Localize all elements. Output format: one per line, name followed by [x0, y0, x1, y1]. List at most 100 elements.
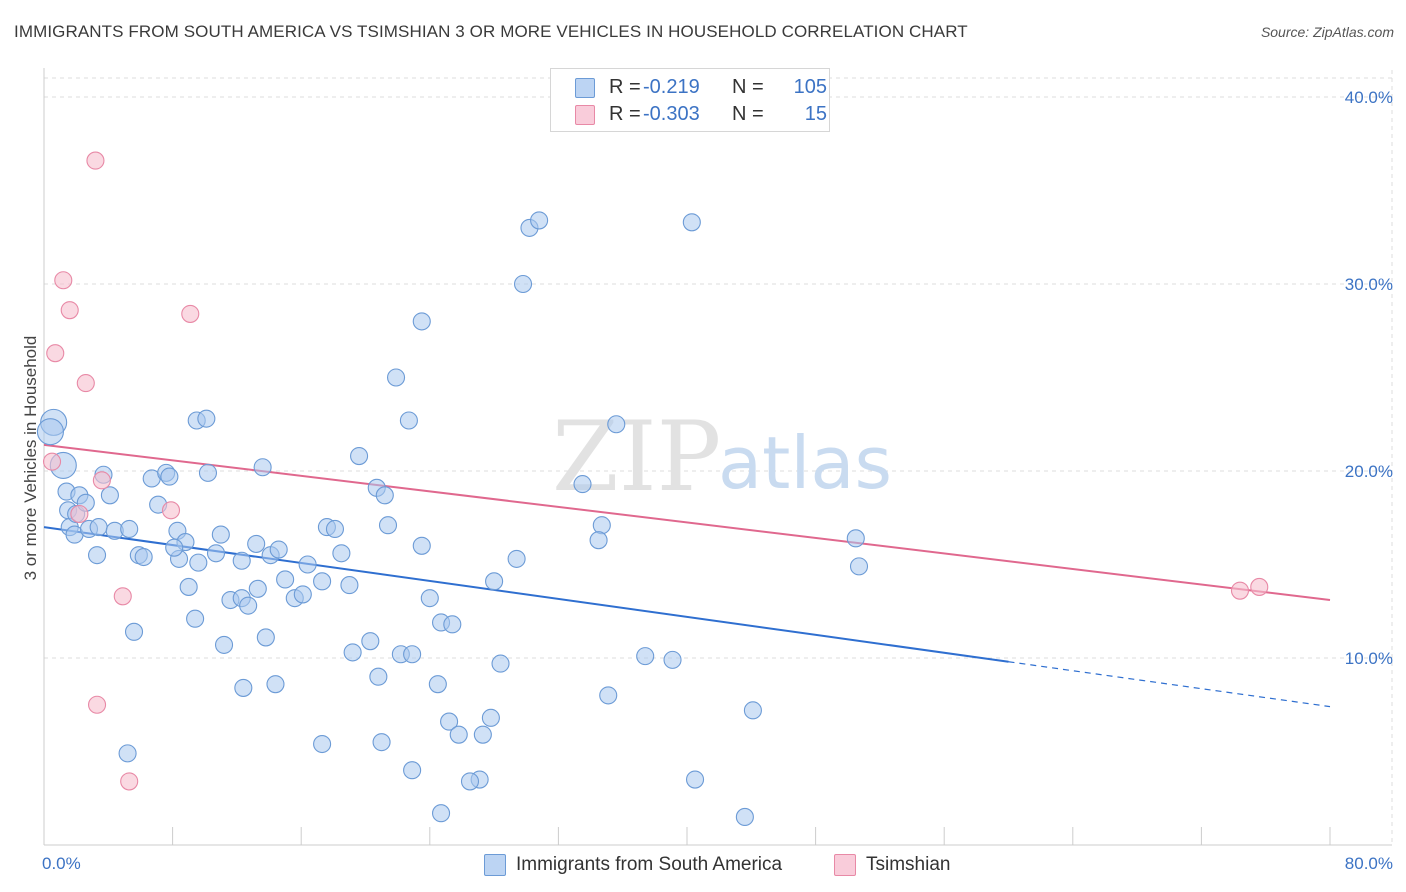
trend-line-dashed: [1008, 661, 1331, 708]
data-point-south-america: [420, 589, 439, 608]
data-point-south-america: [375, 486, 394, 505]
data-point-south-america: [589, 531, 608, 550]
data-point-south-america: [846, 529, 865, 548]
data-point-tsimshian: [76, 374, 95, 393]
bottom-legend-label: Immigrants from South America: [516, 854, 783, 875]
data-point-south-america: [211, 525, 230, 544]
legend-r-label: R =: [609, 76, 641, 98]
data-point-south-america: [399, 411, 418, 430]
y-tick-label: 40.0%: [1345, 88, 1393, 107]
y-axis-label-group: 3 or more Vehicles in Household: [21, 336, 40, 581]
data-point-tsimshian: [161, 501, 181, 520]
y-tick-labels: 10.0% 20.0% 30.0% 40.0%: [1345, 88, 1393, 668]
data-point-south-america: [592, 516, 611, 535]
data-point-south-america: [239, 596, 258, 615]
data-point-south-america: [432, 804, 451, 823]
data-point-south-america: [386, 368, 406, 387]
watermark-zip: ZIP: [552, 401, 721, 513]
legend-n-value: 105: [793, 76, 827, 98]
data-point-south-america: [189, 553, 208, 572]
data-point-tsimshian: [87, 695, 107, 714]
data-point-south-america: [165, 538, 184, 557]
points-tsimshian: [42, 151, 1269, 791]
bottom-legend-swatch-pink: [834, 854, 856, 876]
data-point-south-america: [118, 744, 137, 763]
data-point-south-america: [256, 628, 275, 647]
data-point-south-america: [428, 675, 447, 694]
data-point-tsimshian: [120, 772, 139, 791]
legend-r-value: -0.219: [643, 76, 700, 98]
bottom-legend-label: Tsimshian: [866, 854, 951, 875]
data-point-south-america: [369, 667, 388, 686]
data-point-south-america: [440, 712, 459, 731]
data-point-south-america: [248, 579, 267, 598]
data-point-south-america: [36, 418, 64, 446]
watermark-atlas: atlas: [718, 421, 892, 505]
data-point-south-america: [120, 519, 139, 539]
data-point-south-america: [663, 650, 682, 669]
data-point-south-america: [293, 585, 312, 604]
x-tick-labels: 0.0% 80.0%: [42, 854, 1393, 873]
data-point-south-america: [449, 725, 468, 744]
data-point-south-america: [247, 534, 266, 553]
data-point-tsimshian: [86, 151, 105, 170]
data-point-south-america: [682, 213, 701, 232]
data-point-south-america: [507, 549, 526, 568]
data-point-south-america: [276, 570, 295, 589]
y-tick-label: 20.0%: [1345, 462, 1393, 481]
data-point-south-america: [89, 518, 108, 537]
data-point-south-america: [340, 576, 359, 595]
legend-n-label: N =: [732, 103, 764, 125]
trend-line-solid: [43, 526, 1009, 663]
data-point-south-america: [403, 645, 422, 664]
data-point-south-america: [350, 446, 369, 466]
x-tick-label: 80.0%: [1345, 854, 1393, 873]
trend-line-south-america: [43, 526, 1331, 708]
legend-r-value: -0.303: [643, 103, 700, 125]
points-south-america: [36, 211, 869, 827]
data-point-south-america: [124, 622, 144, 641]
legend-n-value: 15: [804, 103, 827, 125]
data-point-tsimshian: [1230, 581, 1250, 600]
data-point-south-america: [298, 555, 317, 574]
data-point-south-america: [513, 274, 533, 294]
data-point-tsimshian: [113, 587, 132, 606]
data-point-south-america: [491, 654, 510, 673]
data-point-tsimshian: [46, 344, 65, 363]
data-point-south-america: [412, 536, 431, 555]
watermark: ZIP atlas: [552, 401, 892, 513]
x-tick-label: 0.0%: [42, 854, 81, 873]
legend-swatch-blue: [575, 78, 595, 98]
data-point-tsimshian: [60, 301, 79, 320]
data-point-south-america: [607, 415, 626, 434]
data-point-south-america: [460, 772, 480, 791]
data-point-south-america: [735, 807, 754, 827]
data-point-south-america: [87, 546, 107, 565]
data-point-south-america: [332, 544, 351, 563]
data-point-tsimshian: [42, 452, 62, 471]
data-point-south-america: [325, 519, 345, 539]
data-point-south-america: [849, 557, 869, 576]
data-point-south-america: [743, 701, 762, 720]
source-credit: Source: ZipAtlas.com: [1260, 24, 1394, 40]
data-point-south-america: [234, 678, 253, 697]
data-point-south-america: [232, 551, 251, 570]
data-point-south-america: [599, 686, 618, 705]
bottom-legend-swatch-blue: [484, 854, 506, 876]
data-point-south-america: [197, 409, 216, 428]
data-point-south-america: [573, 475, 592, 494]
y-tick-label: 10.0%: [1345, 649, 1393, 668]
data-point-south-america: [485, 572, 504, 591]
data-point-south-america: [186, 609, 205, 628]
chart-title: IMMIGRANTS FROM SOUTH AMERICA VS TSIMSHI…: [14, 22, 968, 41]
data-point-south-america: [343, 643, 362, 662]
data-point-south-america: [473, 725, 492, 744]
data-point-south-america: [206, 544, 226, 563]
data-point-south-america: [198, 463, 218, 482]
data-point-tsimshian: [92, 471, 111, 490]
legend-n-label: N =: [732, 76, 764, 98]
data-point-south-america: [372, 733, 391, 752]
data-point-south-america: [403, 761, 422, 780]
data-point-tsimshian: [1250, 577, 1269, 596]
